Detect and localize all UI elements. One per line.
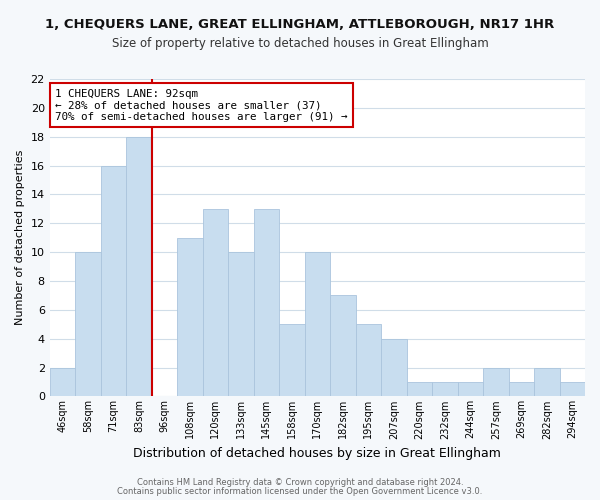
Bar: [560, 382, 585, 396]
Bar: [534, 368, 560, 396]
Bar: [483, 368, 509, 396]
Text: 1 CHEQUERS LANE: 92sqm
← 28% of detached houses are smaller (37)
70% of semi-det: 1 CHEQUERS LANE: 92sqm ← 28% of detached…: [55, 88, 347, 122]
Bar: [381, 338, 407, 396]
Bar: [356, 324, 381, 396]
Bar: [432, 382, 458, 396]
Bar: [177, 238, 203, 396]
Text: 1, CHEQUERS LANE, GREAT ELLINGHAM, ATTLEBOROUGH, NR17 1HR: 1, CHEQUERS LANE, GREAT ELLINGHAM, ATTLE…: [46, 18, 554, 30]
Bar: [101, 166, 126, 396]
Bar: [407, 382, 432, 396]
Text: Contains public sector information licensed under the Open Government Licence v3: Contains public sector information licen…: [118, 487, 482, 496]
X-axis label: Distribution of detached houses by size in Great Ellingham: Distribution of detached houses by size …: [133, 447, 501, 460]
Bar: [279, 324, 305, 396]
Bar: [75, 252, 101, 396]
Bar: [203, 209, 228, 396]
Bar: [254, 209, 279, 396]
Bar: [126, 136, 152, 396]
Bar: [305, 252, 330, 396]
Text: Contains HM Land Registry data © Crown copyright and database right 2024.: Contains HM Land Registry data © Crown c…: [137, 478, 463, 487]
Bar: [228, 252, 254, 396]
Y-axis label: Number of detached properties: Number of detached properties: [15, 150, 25, 326]
Bar: [330, 296, 356, 396]
Bar: [509, 382, 534, 396]
Text: Size of property relative to detached houses in Great Ellingham: Size of property relative to detached ho…: [112, 38, 488, 51]
Bar: [50, 368, 75, 396]
Bar: [458, 382, 483, 396]
